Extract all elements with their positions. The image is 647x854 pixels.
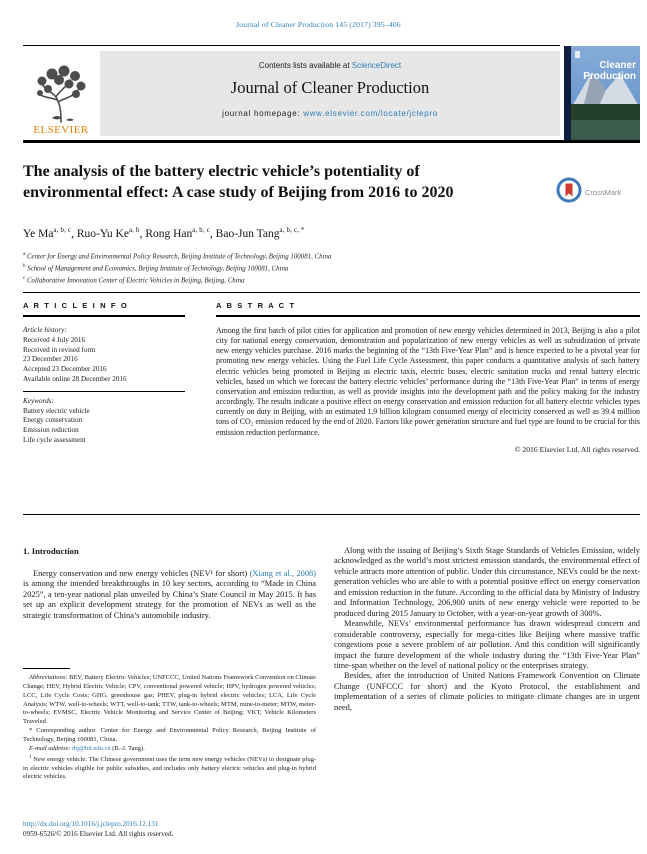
history-line: Received in revised form [23,345,96,354]
keyword: Energy conservation [23,416,83,425]
keyword: Battery electric vehicle [23,406,90,415]
journal-cover-thumbnail[interactable]: Cleaner Production [564,46,640,140]
intro-text: Energy conservation and new energy vehic… [33,569,250,578]
article-title: The analysis of the battery electric veh… [23,161,558,203]
article-info-heading: A R T I C L E I N F O [23,301,129,310]
body-paragraph: Meanwhile, NEVs’ environmental performan… [334,619,640,670]
affiliation: a Center for Energy and Environmental Po… [23,252,332,261]
footnote-1: 1 New energy vehicle: The Chinese govern… [23,754,316,783]
article-info-heading-rule [23,315,185,317]
history-line: 23 December 2016 [23,355,78,364]
cover-title-line2: Production [583,71,636,82]
body-left-column: 1. Introduction Energy conservation and … [23,546,316,621]
elsevier-wordmark: ELSEVIER [33,124,89,136]
cover-title-line1: Cleaner [599,60,636,71]
abbreviations-label: Abbreviations: [29,674,68,681]
affiliation-list: a Center for Energy and Environmental Po… [23,250,331,286]
email-footnote: E-mail address: tbj@bit.edu.cn (B.-J. Ta… [23,745,316,754]
keyword: Life cycle assessment [23,435,86,444]
corresponding-author-footnote: * Corresponding author. Center for Energ… [23,727,316,743]
contents-line: Contents lists available at ScienceDirec… [100,61,560,70]
info-block-bottom-rule [23,514,640,515]
abstract-heading: A B S T R A C T [216,301,296,310]
elsevier-tree-icon [32,64,90,124]
abbreviations-footnote: Abbreviations: BEV, Battery Electric Veh… [23,674,316,727]
body-paragraph: Along with the issuing of Beijing’s Sixt… [334,546,640,618]
author: Bao-Jun Tanga, b, c, * [215,227,305,240]
footnote-separator-rule [23,668,70,669]
section-heading-introduction: 1. Introduction [23,546,79,556]
history-line: Available online 28 December 2016 [23,374,127,383]
email-suffix: (B.-J. Tang). [110,744,145,752]
homepage-prefix: journal homepage: [222,109,304,118]
elsevier-logo: ELSEVIER [23,51,99,136]
abstract-heading-rule [216,315,640,317]
affiliation: c Collaborative Innovation Center of Ele… [23,275,245,285]
article-history-label: Article history: [23,326,67,334]
header-bottom-bar [23,140,640,143]
article-info-column: A R T I C L E I N F O Article history: R… [23,301,185,446]
article-history: Article history: Received 4 July 2016 Re… [23,326,185,385]
crossmark-badge[interactable]: CrossMark [556,177,621,208]
keywords-separator-rule [23,390,185,392]
journal-homepage-link[interactable]: www.elsevier.com/locate/jclepro [303,109,438,118]
citation-link-xiang-2008[interactable]: (Xiang et al., 2008) [249,569,317,578]
author: Rong Hana, b, c, [145,227,216,240]
issn-copyright-line: 0959-6526/© 2016 Elsevier Ltd. All right… [23,829,174,838]
abstract-text: Among the first batch of pilot cities fo… [216,326,640,437]
abstract-copyright: © 2016 Elsevier Ltd. All rights reserved… [514,444,640,454]
keywords-block: Keywords: Battery electric vehicle Energ… [23,397,185,446]
info-block-top-rule [23,292,640,293]
doi-link[interactable]: http://dx.doi.org/10.1016/j.jclepro.2016… [23,820,159,828]
body-paragraph: Besides, after the introduction of Unite… [334,671,640,712]
journal-masthead: Contents lists available at ScienceDirec… [100,51,560,136]
footnote-1-text: New energy vehicle: The Chinese governme… [23,755,316,781]
intro-text: is among the intended breakthroughs in 1… [23,579,316,620]
author-list: Ye Maa, b, c, Ruo-Yu Kea, b, Rong Hana, … [23,227,305,240]
footnote-block: Abbreviations: BEV, Battery Electric Veh… [23,668,316,782]
crossmark-label: CrossMark [585,188,622,197]
bottom-imprint: http://dx.doi.org/10.1016/j.jclepro.2016… [23,820,173,839]
article-title-line2: environmental effect: A case study of Be… [23,184,454,201]
crossmark-icon [556,177,582,208]
abbreviations-text: BEV, Battery Electric Vehicles; UNFCCC, … [23,674,316,726]
article-title-line1: The analysis of the battery electric veh… [23,163,420,180]
author: Ruo-Yu Kea, b, [76,227,146,240]
homepage-line: journal homepage: www.elsevier.com/locat… [100,109,560,118]
keywords-label: Keywords: [23,396,54,405]
affiliation: b School of Management and Economics, Be… [23,263,289,273]
history-line: Received 4 July 2016 [23,335,86,344]
email-link[interactable]: tbj@bit.edu.cn [72,744,111,752]
journal-title: Journal of Cleaner Production [230,78,430,97]
intro-paragraph: Energy conservation and new energy vehic… [23,569,316,621]
page-citation: Journal of Cleaner Production 145 (2017)… [236,20,401,29]
footnote-1-marker: 1 [29,754,32,760]
body-right-column: Along with the issuing of Beijing’s Sixt… [334,546,640,713]
email-label: E-mail address: [29,744,73,752]
sciencedirect-link[interactable]: ScienceDirect [351,61,402,70]
abstract-column: A B S T R A C T Among the first batch of… [216,301,640,454]
history-line: Accepted 23 December 2016 [23,365,107,374]
author: Ye Maa, b, c, [23,227,77,240]
contents-prefix: Contents lists available at [258,61,352,70]
header-top-rule [23,45,560,46]
keyword: Emission reduction [23,426,79,435]
